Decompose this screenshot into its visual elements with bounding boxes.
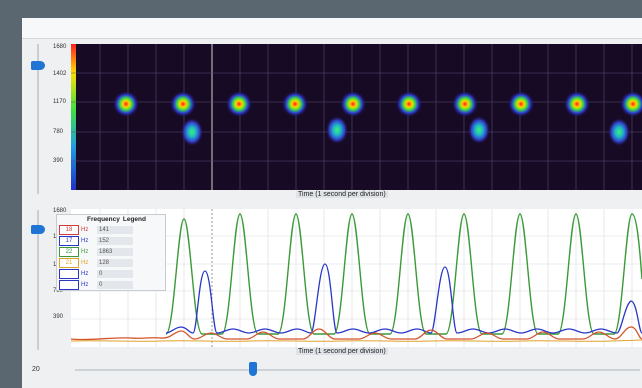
- waveform-slider-thumb[interactable]: [31, 225, 45, 234]
- wave-ytick-0: 1680: [53, 208, 67, 214]
- spec-ytick-0: 1680: [53, 44, 67, 50]
- legend-header-frequency: Frequency: [87, 216, 120, 223]
- spectrogram-colorbar: [71, 44, 76, 190]
- frequency-input[interactable]: 18: [59, 224, 79, 235]
- frequency-input[interactable]: 22: [59, 246, 79, 257]
- frequency-input[interactable]: [59, 279, 79, 290]
- series-orange-line: [71, 326, 642, 341]
- spectrogram-panel: [71, 44, 642, 190]
- series-blue-line: [165, 263, 642, 334]
- series-yellow-line: [71, 339, 642, 342]
- legend-row: 17 Hz 152: [57, 235, 165, 246]
- spec-ytick-4: 390: [53, 158, 64, 164]
- legend-count: 141: [97, 225, 133, 234]
- spectrogram-background: [71, 44, 642, 190]
- legend-row: 22 Hz 1863: [57, 246, 165, 257]
- frequency-input[interactable]: 21: [59, 257, 79, 268]
- zoom-value: 20: [32, 366, 40, 373]
- wave-ytick-4: 390: [53, 314, 64, 320]
- waveform-panel: [71, 209, 642, 347]
- frequency-input[interactable]: [59, 268, 79, 279]
- series-green-line: [165, 213, 642, 335]
- spectrogram-slider-track[interactable]: [37, 44, 39, 194]
- spectrogram-slider-thumb[interactable]: [31, 61, 45, 70]
- legend-row: 21 Hz 128: [57, 257, 165, 268]
- spectrogram-blobs: [113, 91, 642, 146]
- waveform-grid: [71, 209, 642, 347]
- spectrogram-x-caption: Time (1 second per division): [296, 191, 388, 198]
- legend-count: 152: [97, 236, 133, 245]
- spec-ytick-1: 1402: [53, 71, 67, 77]
- wave-ytick-3: 780: [53, 288, 64, 294]
- frequency-legend: Frequency Legend 18 Hz 141 17 Hz 152 22 …: [56, 214, 166, 291]
- legend-row: 18 Hz 141: [57, 224, 165, 235]
- hz-unit: Hz: [81, 281, 89, 288]
- zoom-slider-track[interactable]: [75, 369, 640, 371]
- legend-row: Hz 0: [57, 268, 165, 279]
- legend-header-legend: Legend: [122, 216, 146, 223]
- zoom-slider-thumb[interactable]: [249, 362, 257, 376]
- hz-unit: Hz: [81, 259, 89, 266]
- legend-count: 0: [97, 269, 133, 278]
- top-strip: [22, 18, 642, 39]
- hz-unit: Hz: [81, 270, 89, 277]
- waveform-x-caption: Time (1 second per division): [296, 348, 388, 355]
- spec-ytick-2: 1170: [53, 99, 66, 105]
- legend-row: Hz 0: [57, 279, 165, 290]
- legend-count: 1863: [97, 247, 133, 256]
- legend-header: Frequency Legend: [57, 215, 165, 224]
- hz-unit: Hz: [81, 248, 89, 255]
- spectrogram-grid: [71, 44, 642, 190]
- legend-count: 128: [97, 258, 133, 267]
- legend-count: 0: [97, 280, 133, 289]
- frequency-input[interactable]: 17: [59, 235, 79, 246]
- waveform-slider-track[interactable]: [37, 210, 39, 350]
- hz-unit: Hz: [81, 237, 89, 244]
- hz-unit: Hz: [81, 226, 89, 233]
- spec-ytick-3: 780: [53, 129, 64, 135]
